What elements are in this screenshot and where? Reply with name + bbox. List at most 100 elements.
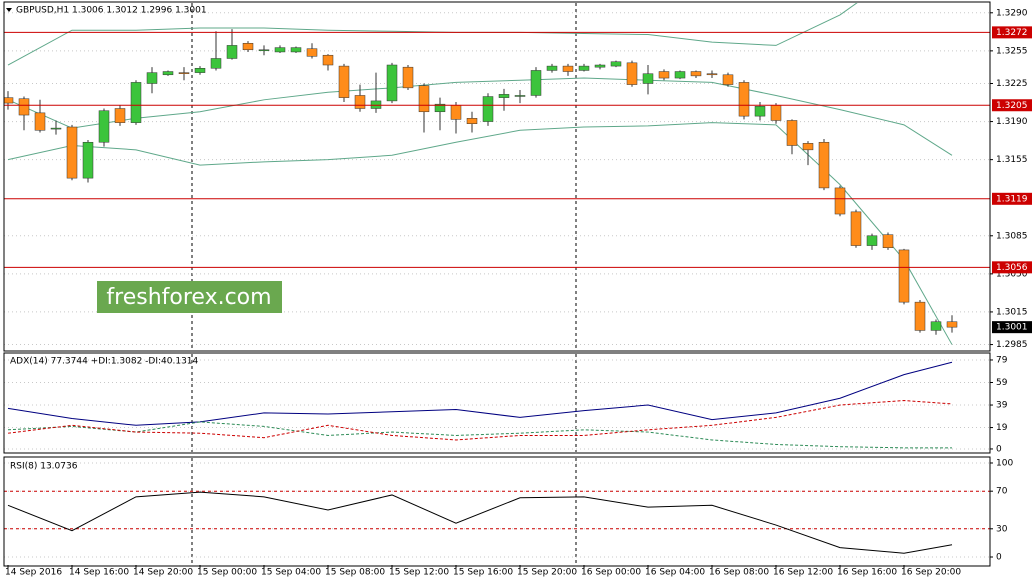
y-tick-label: 70 (996, 487, 1008, 497)
level-label-box (992, 261, 1032, 274)
y-tick-label: 1.3290 (996, 8, 1028, 18)
candle-body (178, 72, 190, 74)
y-tick-label: 1.3190 (996, 117, 1028, 127)
level-label: 1.3119 (996, 194, 1028, 204)
panel-frame (3, 352, 991, 454)
chart-title: GBPUSD,H1 1.3006 1.3012 1.2996 1.3001 (16, 6, 207, 16)
candle-body (66, 126, 78, 179)
candle-body (322, 54, 334, 66)
x-tick-label: 16 Sep 04:00 (645, 568, 705, 577)
plot-layer: 1.3290 1.3255 1.3225 1.3190 1.3155 1.3085 1.30… (3, 1, 1032, 577)
candle-body (674, 71, 686, 79)
band-line (7, 77, 953, 156)
candle-body (946, 321, 958, 328)
candle-body (50, 127, 62, 130)
x-tick-label: 15 Sep 12:00 (389, 568, 449, 577)
candle-body (530, 70, 542, 96)
candle-body (146, 72, 158, 84)
candle-body (722, 74, 734, 85)
level-label: 1.3272 (996, 28, 1028, 38)
indicator-line (7, 400, 953, 441)
candle-body (610, 61, 622, 67)
x-tick-label: 14 Sep 20:00 (133, 568, 193, 577)
candle-body (930, 321, 942, 331)
x-tick-label: 14 Sep 16:00 (69, 568, 129, 577)
x-tick-label: 16 Sep 12:00 (773, 568, 833, 577)
indicator-line (7, 491, 953, 554)
candle-body (226, 45, 238, 59)
panel-frame (3, 1, 991, 352)
y-tick-label: 59 (996, 378, 1008, 388)
candle-body (690, 71, 702, 77)
candle-body (914, 301, 926, 331)
y-tick-label: 0 (996, 553, 1002, 563)
candle-body (354, 95, 366, 109)
candle-body (754, 106, 766, 117)
candle-body (498, 94, 510, 98)
candle-body (418, 85, 430, 113)
adx-title: ADX(14) 77.3744 +DI:1.3082 -DI:40.1314 (10, 357, 199, 367)
level-label-box (992, 26, 1032, 39)
candle-body (738, 82, 750, 117)
y-tick-label: 30 (996, 524, 1008, 534)
candle-body (258, 49, 270, 52)
candle-body (562, 65, 574, 72)
candle-body (466, 118, 478, 124)
candle-body (898, 249, 910, 303)
candle-body (34, 112, 46, 131)
watermark: freshforex.com (106, 285, 271, 310)
candle-body (114, 108, 126, 123)
candle-body (450, 105, 462, 120)
candle-body (578, 65, 590, 71)
y-tick-label: 1.3255 (996, 46, 1028, 56)
y-tick-label: 1.3085 (996, 231, 1028, 241)
candle-body (866, 235, 878, 246)
candle-body (626, 62, 638, 85)
last-price-box (992, 321, 1032, 334)
menu-triangle (6, 8, 12, 12)
level-label: 1.3205 (996, 101, 1028, 111)
x-tick-label: 14 Sep 2016 (5, 568, 62, 577)
candle-body (194, 68, 206, 73)
x-tick-label: 16 Sep 08:00 (709, 568, 769, 577)
y-tick-label: 1.3155 (996, 155, 1028, 165)
candle-body (82, 141, 94, 179)
candle-body (882, 234, 894, 248)
candle-body (130, 82, 142, 123)
x-tick-label: 15 Sep 04:00 (261, 568, 321, 577)
y-tick-label: 19 (996, 423, 1008, 433)
y-tick-label: 39 (996, 401, 1008, 411)
candle-body (306, 48, 318, 57)
candle-body (770, 105, 782, 121)
panel (4, 3, 990, 350)
candle-body (210, 58, 222, 69)
y-tick-label: 1.3050 (996, 269, 1028, 279)
candle-body (546, 65, 558, 71)
x-tick-label: 15 Sep 20:00 (517, 568, 577, 577)
candle-body (162, 71, 174, 76)
candle-body (98, 110, 110, 143)
y-tick-label: 1.2985 (996, 340, 1028, 350)
x-tick-label: 16 Sep 16:00 (837, 568, 897, 577)
candle-body (274, 47, 286, 53)
candle-body (834, 187, 846, 215)
candle-body (706, 73, 718, 76)
x-tick-label: 15 Sep 16:00 (453, 568, 513, 577)
candle-body (402, 66, 414, 89)
y-tick-label: 1.3225 (996, 79, 1028, 89)
last-price-label: 1.3001 (996, 323, 1028, 333)
candle-body (786, 120, 798, 146)
x-tick-label: 16 Sep 00:00 (581, 568, 641, 577)
y-tick-label: 100 (996, 458, 1013, 468)
panel-frame (3, 456, 991, 567)
candle-body (642, 73, 654, 84)
panel (4, 458, 990, 565)
y-tick-label: 79 (996, 355, 1008, 365)
candle-body (482, 96, 494, 122)
level-label-box (992, 192, 1032, 205)
candle-body (818, 141, 830, 189)
level-label-box (992, 99, 1032, 112)
indicator-line (7, 421, 952, 449)
candle-body (594, 64, 606, 68)
